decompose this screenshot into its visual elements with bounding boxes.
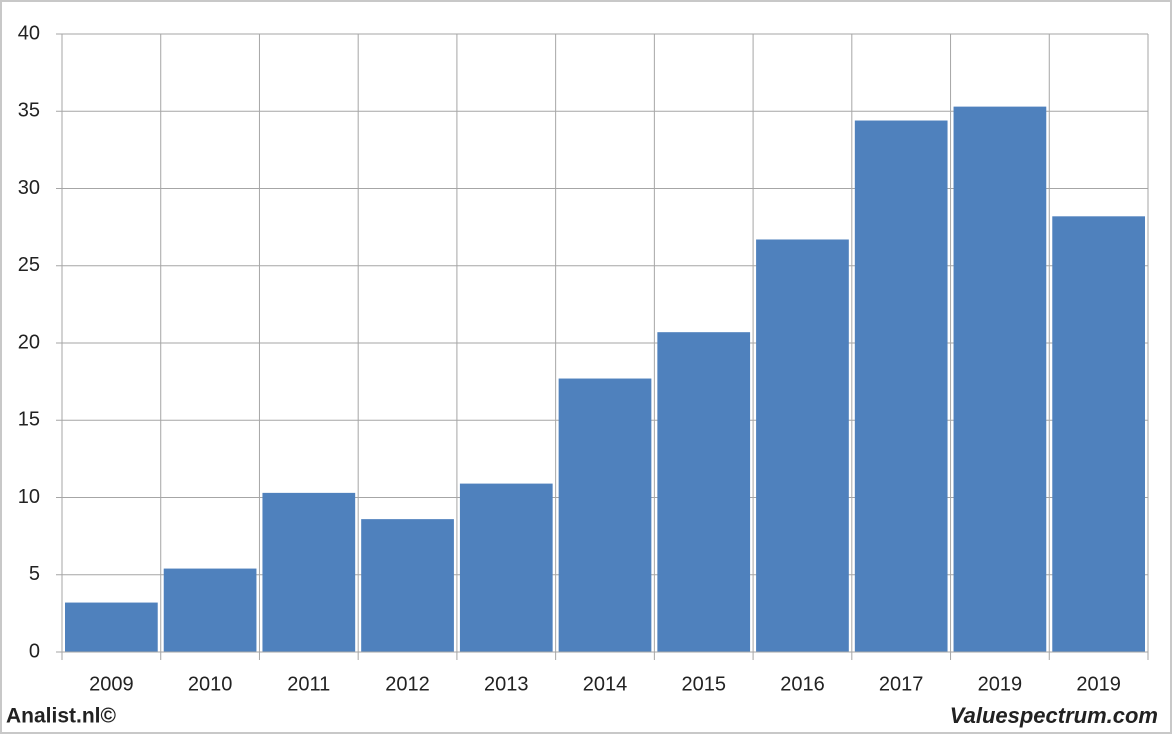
x-tick-label: 2014: [583, 673, 628, 695]
bar: [953, 106, 1047, 653]
y-tick-label: 5: [29, 563, 40, 585]
bar: [756, 239, 849, 653]
bar: [163, 568, 257, 652]
x-tick-label: 2015: [681, 673, 726, 695]
x-tick-label: 2019: [1076, 673, 1121, 695]
bar: [459, 483, 553, 652]
bar: [558, 378, 652, 652]
y-tick-label: 25: [18, 254, 40, 276]
x-tick-label: 2009: [89, 673, 134, 695]
bar: [657, 332, 751, 652]
x-tick-label: 2012: [385, 673, 430, 695]
source-left: Analist.nl©: [6, 705, 117, 728]
y-tick-label: 40: [18, 22, 40, 44]
y-tick-label: 30: [18, 177, 40, 199]
x-tick-label: 2016: [780, 673, 825, 695]
y-tick-label: 10: [18, 486, 40, 508]
y-tick-label: 0: [29, 640, 40, 662]
source-right: Valuespectrum.com: [950, 703, 1158, 728]
x-tick-label: 2011: [287, 673, 330, 695]
y-tick-label: 15: [18, 409, 40, 431]
y-tick-label: 20: [18, 331, 40, 353]
bar: [262, 492, 356, 652]
x-tick-label: 2013: [484, 673, 529, 695]
bar: [65, 602, 158, 652]
x-tick-label: 2019: [978, 673, 1023, 695]
x-tick-label: 2010: [188, 673, 233, 695]
x-tick-label: 2017: [879, 673, 924, 695]
y-tick-label: 35: [18, 100, 40, 122]
bar: [1052, 216, 1145, 652]
bar: [854, 120, 948, 652]
bar: [361, 519, 454, 652]
